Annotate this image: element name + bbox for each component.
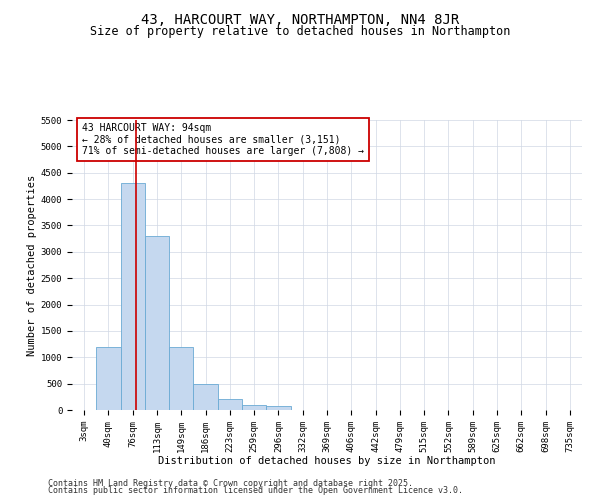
Bar [193,384,218,410]
Bar [121,184,145,410]
Bar [169,346,193,410]
Y-axis label: Number of detached properties: Number of detached properties [26,174,37,356]
Bar [266,406,290,410]
Text: Contains HM Land Registry data © Crown copyright and database right 2025.: Contains HM Land Registry data © Crown c… [48,478,413,488]
Text: Size of property relative to detached houses in Northampton: Size of property relative to detached ho… [90,25,510,38]
Bar [242,404,266,410]
Text: 43, HARCOURT WAY, NORTHAMPTON, NN4 8JR: 43, HARCOURT WAY, NORTHAMPTON, NN4 8JR [141,12,459,26]
X-axis label: Distribution of detached houses by size in Northampton: Distribution of detached houses by size … [158,456,496,466]
Text: 43 HARCOURT WAY: 94sqm
← 28% of detached houses are smaller (3,151)
71% of semi-: 43 HARCOURT WAY: 94sqm ← 28% of detached… [82,123,364,156]
Bar [218,400,242,410]
Text: Contains public sector information licensed under the Open Government Licence v3: Contains public sector information licen… [48,486,463,495]
Bar [145,236,169,410]
Bar [96,346,121,410]
